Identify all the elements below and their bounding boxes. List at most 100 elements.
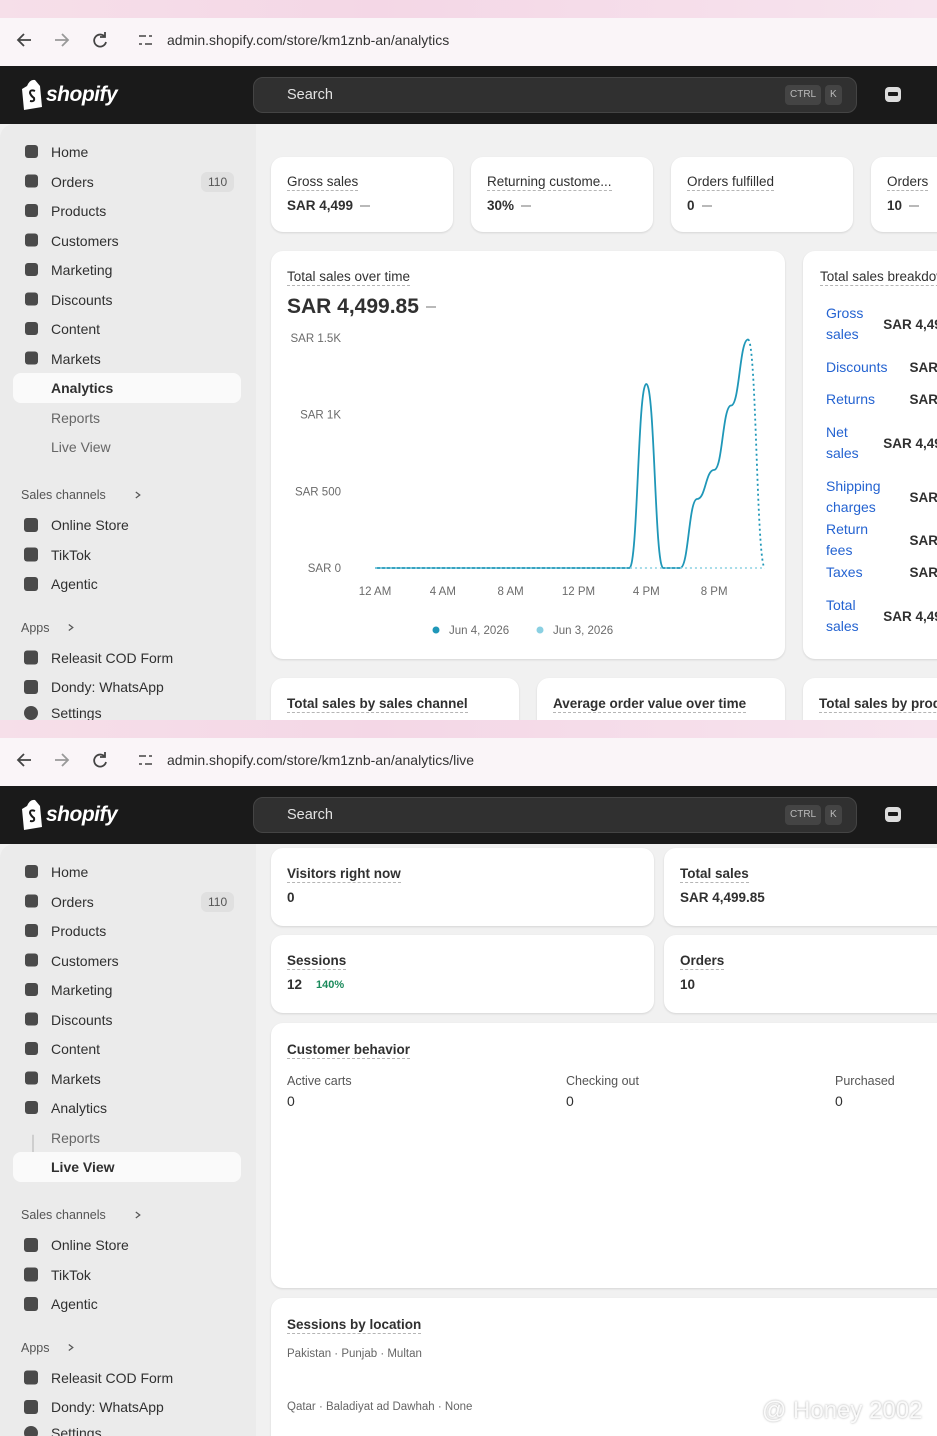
live-card (664, 848, 937, 926)
settings: Settings (51, 705, 102, 720)
chart-total: SAR 4,499.85 (287, 295, 419, 318)
metric-value: 0 (687, 198, 695, 213)
nav-item: Reports (51, 1129, 101, 1146)
change-value: 140% (316, 979, 345, 991)
nav-badge: 110 (201, 891, 235, 912)
sidebar-item: Dondy: WhatsApp (51, 679, 164, 695)
section-label: Sales channels (21, 1208, 106, 1222)
nav-item: Markets (51, 350, 101, 367)
brand: shopify (46, 803, 118, 826)
search-placeholder: Search (287, 87, 333, 103)
breakdown-row: Taxes SAR 0.00 (826, 550, 937, 594)
breakdown-row: Discounts SAR 0.00 (826, 345, 937, 389)
sidebar-item: Dondy: WhatsApp (51, 1399, 164, 1415)
nav-item: Discounts (51, 291, 113, 308)
breakdown-label[interactable]: Total sales (826, 597, 859, 634)
metric-card[interactable] (471, 157, 653, 232)
live-card (271, 848, 654, 926)
tab-strip (0, 720, 937, 738)
breakdown-value: SAR 0.00 (909, 564, 937, 580)
url: admin.shopify.com/store/km1znb-an/analyt… (167, 752, 475, 768)
tab-strip (0, 0, 937, 18)
metric-value: SAR 4,499 (287, 198, 354, 213)
behavior-value: 0 (287, 1093, 295, 1109)
nav-badge: 110 (201, 171, 235, 192)
live-card-value: 10 (680, 977, 696, 992)
breakdown-row: Total sales SAR 4,499.85 (826, 594, 937, 638)
metric-card[interactable] (871, 157, 937, 232)
sidebar (0, 124, 256, 720)
breakdown-row: Returns SAR 0.00 (826, 377, 937, 421)
nav-item: Live View (51, 439, 111, 455)
nav-item: Customers (51, 232, 119, 249)
section-label: Sales channels (21, 488, 106, 502)
breakdown-label[interactable]: Taxes (826, 563, 863, 580)
metric-label: Returning custome... (487, 174, 612, 191)
customer-behavior-title: Customer behavior (287, 1042, 411, 1059)
search-placeholder: Search (287, 807, 333, 823)
nav-item: Orders (51, 893, 94, 910)
report-card-title: Total sales by product (819, 695, 937, 713)
nav-item: Analytics (51, 380, 114, 396)
address-bar (0, 738, 937, 786)
breakdown-label[interactable]: Net sales (826, 424, 859, 461)
nav-item: Content (51, 321, 101, 337)
breakdown-value: SAR 0.00 (909, 391, 937, 407)
breakdown-value: SAR 4,499.85 (883, 435, 937, 451)
search-box[interactable] (253, 77, 857, 113)
section-label: Apps (21, 1340, 50, 1355)
live-card (664, 935, 937, 1013)
metric-label: Gross sales (287, 174, 359, 191)
breakdown-row: Gross sales SAR 4,499.85 (826, 302, 937, 346)
breakdown-value: SAR 4,499.85 (883, 608, 937, 624)
report-card-title: Average order value over time (553, 696, 747, 713)
live-card-value: 12 (287, 977, 303, 992)
metric-card[interactable] (671, 157, 853, 232)
nav-item: Home (51, 144, 89, 160)
breakdown-label[interactable]: Discounts (826, 358, 888, 375)
nav-item: Reports (51, 409, 101, 426)
breakdown-card (803, 251, 937, 659)
live-card-label: Visitors right now (287, 866, 401, 883)
live-card-value: SAR 4,499.85 (680, 890, 765, 905)
live-card-label: Orders (680, 953, 725, 970)
breakdown-label[interactable]: Shipping charges (826, 478, 881, 515)
behavior-label: Checking out (566, 1074, 639, 1088)
live-card (271, 935, 654, 1013)
screen: Gross sales SAR 4,499 Returning custome...… (0, 0, 937, 720)
breakdown-label[interactable]: Gross sales (826, 305, 864, 342)
live-card-label: Sessions (287, 953, 347, 970)
location-title: Sessions by location (287, 1317, 422, 1334)
chart-title: Total sales over time (287, 269, 411, 286)
breakdown-label[interactable]: Returns (826, 390, 876, 407)
report-card (803, 678, 937, 720)
sidebar-item: Releasit COD Form (51, 1369, 174, 1386)
settings: Settings (51, 1425, 102, 1436)
sidebar-item: Online Store (51, 1237, 129, 1253)
metric-label: Orders fulfilled (687, 174, 775, 191)
location-label: Qatar · Baladiyat ad Dawhah · None (287, 1401, 473, 1413)
sidebar-item: TikTok (51, 546, 91, 563)
nav-item: Home (51, 864, 89, 880)
nav-item: Analytics (51, 1100, 108, 1116)
search-box[interactable] (253, 797, 857, 833)
nav-item: Markets (51, 1070, 101, 1087)
sidebar-item: Agentic (51, 576, 98, 592)
nav-item: Orders (51, 173, 94, 190)
brand: shopify (46, 83, 118, 106)
section-label: Apps (21, 620, 50, 635)
metric-value: 30% (487, 198, 515, 213)
metric-card[interactable] (271, 157, 453, 232)
report-card-title: Total sales by sales channel (287, 696, 468, 713)
active-nav-background (13, 1152, 241, 1182)
nav-item: Marketing (51, 982, 113, 998)
breakdown-label[interactable]: Return fees (826, 521, 869, 558)
breakdown-value: SAR 0.00 (909, 489, 937, 505)
live-card-value: 0 (287, 890, 295, 905)
sidebar-item: Agentic (51, 1296, 98, 1312)
nav-item: Customers (51, 952, 119, 969)
